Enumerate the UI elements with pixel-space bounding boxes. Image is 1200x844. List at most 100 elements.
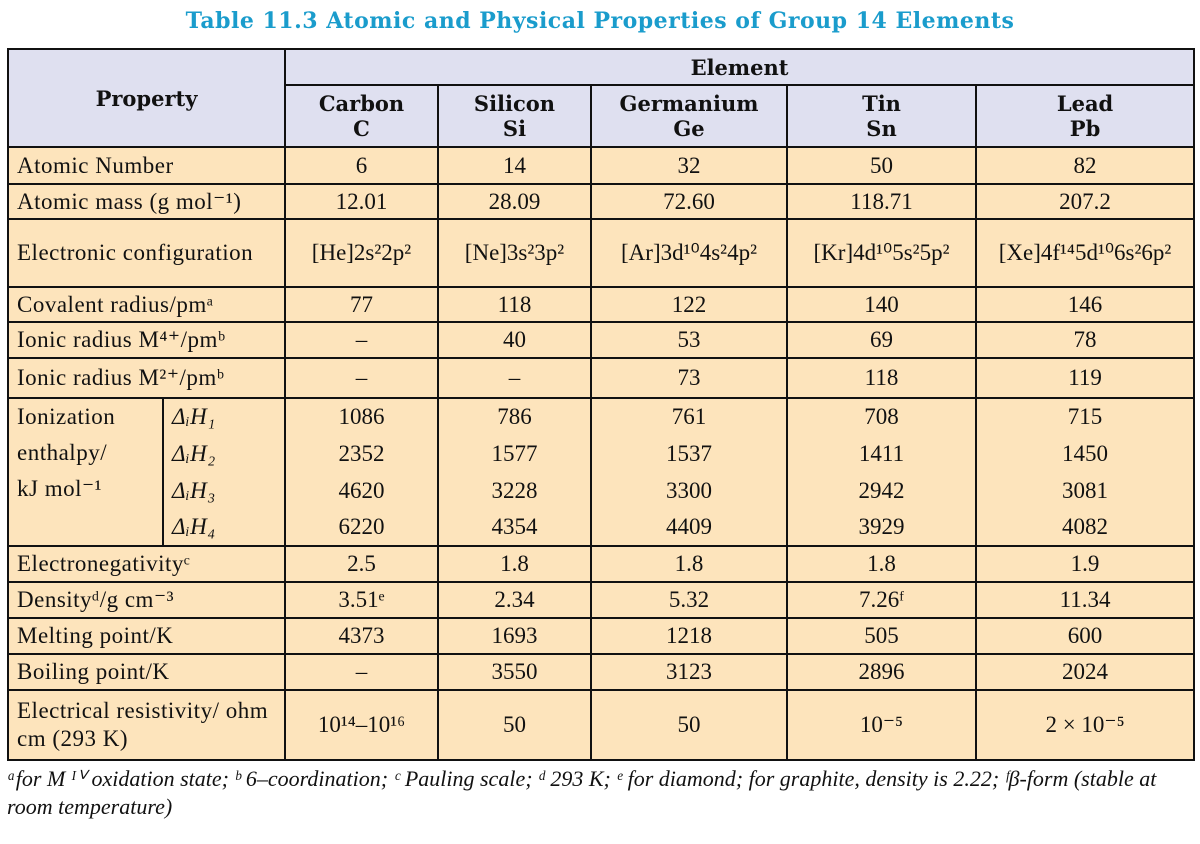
cell: 1086	[284, 397, 439, 435]
row-label: Ionic radius M²⁺/pmᵇ	[7, 357, 286, 399]
cell: –	[284, 321, 439, 359]
table-row: ΔᵢH₃ 4620 3228 3300 2942 3081	[8, 472, 1196, 509]
row-label: Electronic configuration	[7, 218, 286, 288]
cell: 118	[786, 357, 977, 399]
sub-label: ΔᵢH₃	[162, 472, 286, 509]
cell: 3550	[437, 653, 592, 691]
cell: –	[284, 357, 439, 399]
cell: 715	[974, 397, 1196, 435]
cell: 72.60	[590, 183, 788, 220]
element-symbol: Ge	[673, 116, 705, 141]
row-label: Electronegativityᶜ	[7, 545, 286, 583]
cell: 10⁻⁵	[786, 689, 977, 761]
cell: 1411	[786, 435, 977, 472]
row-label: Ionic radius M⁴⁺/pmᵇ	[7, 321, 286, 359]
cell: 118.71	[786, 183, 977, 220]
cell: 50	[590, 689, 788, 761]
cell: 122	[590, 286, 788, 323]
sub-label: ΔᵢH₄	[162, 509, 286, 547]
cell: 82	[974, 146, 1196, 185]
cell: 1218	[590, 617, 788, 655]
table-row: Ionic radius M⁴⁺/pmᵇ –40 53 69 78	[7, 321, 1196, 359]
table-row: Covalent radius/pmᵃ 77 118 122 140 146	[7, 286, 1196, 323]
cell: 1.8	[786, 545, 977, 583]
cell: 77	[284, 286, 439, 323]
cell: 3123	[590, 653, 788, 691]
cell: 1.8	[437, 545, 592, 583]
header-row: Carbon C Silicon Si Germanium Ge Tin Sn Lead Pb	[8, 84, 1196, 148]
cell: [Ne]3s²3p²	[437, 218, 592, 288]
cell: 78	[974, 321, 1196, 359]
row-label: Melting point/K	[7, 617, 286, 655]
cell: 708	[786, 397, 977, 435]
cell: 2024	[974, 653, 1196, 691]
table-title: Table 11.3 Atomic and Physical Propertie…	[185, 8, 1015, 34]
cell: 2.34	[437, 581, 592, 619]
element-symbol: Pb	[1069, 116, 1101, 141]
table-row: Electronegativityᶜ 2.5 1.8 1.8 1.8 1.9	[7, 545, 1196, 583]
element-name: Germanium	[619, 91, 759, 116]
table-row: Densityᵈ/g cm⁻³ 3.51ᵉ 2.34 5.32 7.26ᶠ 11.34	[7, 581, 1196, 619]
cell: 600	[974, 617, 1196, 655]
element-name: Carbon	[318, 91, 405, 116]
cell: 140	[786, 286, 977, 323]
element-name: Lead	[1056, 91, 1114, 116]
cell: 2896	[786, 653, 977, 691]
table-row: Ionization enthalpy/kJ mol⁻¹ ΔᵢH₁ 1086 786 76…	[7, 397, 1196, 547]
cell: 3929	[786, 509, 977, 547]
table-row: Electronic configuration [He]2s²2p² [Ne]3s…	[7, 218, 1196, 288]
element-name: Silicon	[473, 91, 556, 116]
element-name: Tin	[862, 91, 901, 116]
table-row: Melting point/K 4373 1693 1218 505 600	[7, 617, 1196, 655]
cell: 4620	[284, 472, 439, 509]
element-header: Lead Pb	[974, 84, 1196, 148]
element-symbol: Si	[502, 116, 527, 141]
table-row: ΔᵢH₂ 2352 1577 1537 1411 1450	[8, 435, 1196, 472]
cell: [He]2s²2p²	[284, 218, 439, 288]
element-header: Germanium Ge	[590, 84, 788, 148]
cell: 761	[590, 397, 788, 435]
cell: –	[284, 653, 439, 691]
cell: 14	[437, 146, 592, 185]
cell: 4373	[284, 617, 439, 655]
cell: 69	[786, 321, 977, 359]
cell: 3081	[974, 472, 1196, 509]
element-symbol: Sn	[866, 116, 897, 141]
cell: 53	[590, 321, 788, 359]
row-label: Atomic Number	[7, 146, 286, 185]
cell: 2 × 10⁻⁵	[974, 689, 1196, 761]
element-symbol: C	[353, 116, 370, 141]
cell: [Xe]4f¹⁴5d¹⁰6s²6p²	[974, 218, 1196, 288]
cell: 118	[437, 286, 592, 323]
cell: 5.32	[590, 581, 788, 619]
properties-table: Property Element Carbon C Silicon Si Germanium…	[7, 48, 1196, 761]
cell: [Ar]3d¹⁰4s²4p²	[590, 218, 788, 288]
row-label: Densityᵈ/g cm⁻³	[7, 581, 286, 619]
cell: 146	[974, 286, 1196, 323]
row-label-line: enthalpy/	[17, 440, 108, 465]
element-header: Carbon C	[284, 84, 439, 148]
cell: 28.09	[437, 183, 592, 220]
cell: 32	[590, 146, 788, 185]
table-row: ΔᵢH₄ 6220 4354 4409 3929 4082	[8, 509, 1196, 547]
element-header: Silicon Si	[437, 84, 592, 148]
cell: 73	[590, 357, 788, 399]
cell: 207.2	[974, 183, 1196, 220]
cell: 2352	[284, 435, 439, 472]
cell: 1450	[974, 435, 1196, 472]
cell: 3300	[590, 472, 788, 509]
sub-label: ΔᵢH₁	[162, 397, 286, 435]
cell: 12.01	[284, 183, 439, 220]
footnote: ᵃfor M ᴵⱽ oxidation state; ᵇ 6–coordinat…	[7, 766, 1157, 819]
cell: 4354	[437, 509, 592, 547]
row-label: Boiling point/K	[7, 653, 286, 691]
cell: 2.5	[284, 545, 439, 583]
table-row: Boiling point/K –3550 3123 2896 2024	[7, 653, 1196, 691]
row-label: Covalent radius/pmᵃ	[7, 286, 286, 323]
cell: 3.51ᵉ	[284, 581, 439, 619]
cell: [Kr]4d¹⁰5s²5p²	[786, 218, 977, 288]
cell: 10¹⁴–10¹⁶	[284, 689, 439, 761]
cell: 1577	[437, 435, 592, 472]
element-header: Tin Sn	[786, 84, 977, 148]
